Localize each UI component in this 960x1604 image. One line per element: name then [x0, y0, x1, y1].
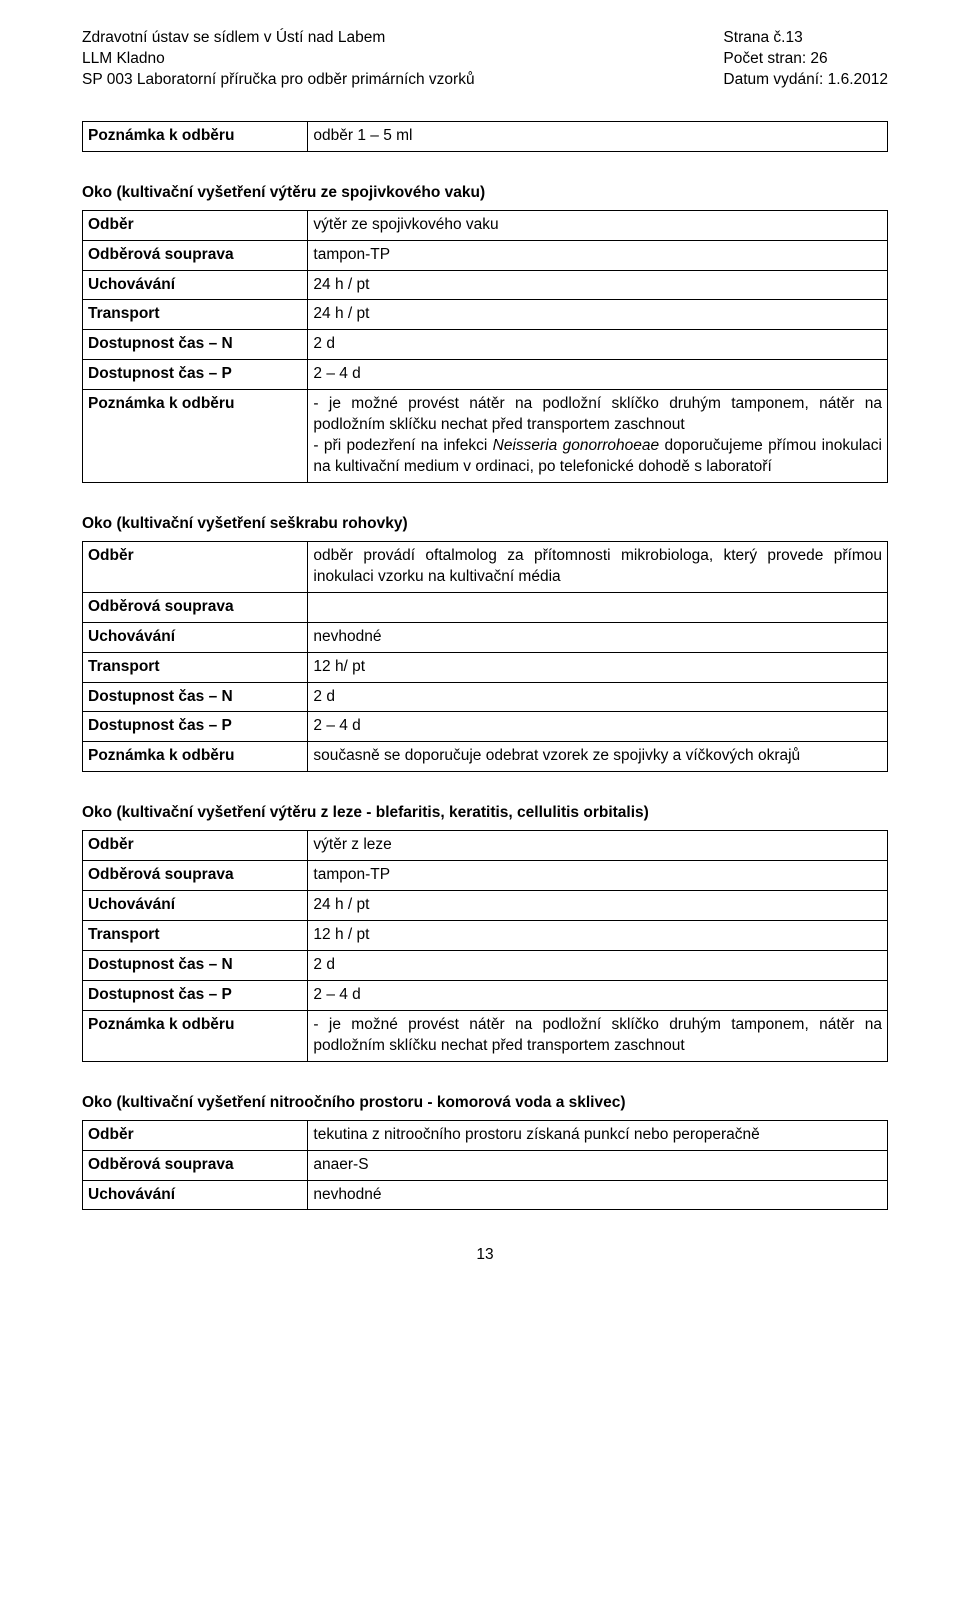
label-note: Poznámka k odběru: [83, 390, 308, 483]
label-dostP: Dostupnost čas – P: [83, 712, 308, 742]
section2-table: Odběr odběr provádí oftalmolog za přítom…: [82, 541, 888, 772]
section4-title: Oko (kultivační vyšetření nitroočního pr…: [82, 1094, 888, 1112]
header-dept: LLM Kladno: [82, 49, 475, 70]
header-org: Zdravotní ústav se sídlem v Ústí nad Lab…: [82, 28, 475, 49]
header-page: Strana č.13: [723, 28, 888, 49]
top-note-value: odběr 1 – 5 ml: [308, 121, 888, 151]
label-uchov: Uchovávání: [83, 270, 308, 300]
section3-odber: výtěr z leze: [308, 831, 888, 861]
label-odber: Odběr: [83, 541, 308, 592]
section2-transport: 12 h/ pt: [308, 652, 888, 682]
label-dostN: Dostupnost čas – N: [83, 950, 308, 980]
section2-title: Oko (kultivační vyšetření seškrabu rohov…: [82, 515, 888, 533]
section1-note: - je možné provést nátěr na podložní skl…: [308, 390, 888, 483]
label-souprava: Odběrová souprava: [83, 592, 308, 622]
section1-title: Oko (kultivační vyšetření výtěru ze spoj…: [82, 184, 888, 202]
label-uchov: Uchovávání: [83, 622, 308, 652]
section1-transport: 24 h / pt: [308, 300, 888, 330]
label-dostP: Dostupnost čas – P: [83, 980, 308, 1010]
section1-dostN: 2 d: [308, 330, 888, 360]
section2-dostN: 2 d: [308, 682, 888, 712]
section1-odber: výtěr ze spojivkového vaku: [308, 210, 888, 240]
header-date: Datum vydání: 1.6.2012: [723, 70, 888, 91]
label-odber: Odběr: [83, 831, 308, 861]
top-note-table: Poznámka k odběru odběr 1 – 5 ml: [82, 121, 888, 152]
page-number: 13: [82, 1246, 888, 1264]
section1-souprava: tampon-TP: [308, 240, 888, 270]
section4-souprava: anaer-S: [308, 1150, 888, 1180]
header-total-pages: Počet stran: 26: [723, 49, 888, 70]
label-souprava: Odběrová souprava: [83, 240, 308, 270]
label-souprava: Odběrová souprava: [83, 861, 308, 891]
section3-transport: 12 h / pt: [308, 921, 888, 951]
label-transport: Transport: [83, 300, 308, 330]
section3-title: Oko (kultivační vyšetření výtěru z leze …: [82, 804, 888, 822]
section2-odber: odběr provádí oftalmolog za přítomnosti …: [308, 541, 888, 592]
label-dostN: Dostupnost čas – N: [83, 330, 308, 360]
section2-dostP: 2 – 4 d: [308, 712, 888, 742]
label-transport: Transport: [83, 921, 308, 951]
section2-uchov: nevhodné: [308, 622, 888, 652]
section1-table: Odběr výtěr ze spojivkového vaku Odběrov…: [82, 210, 888, 483]
label-uchov: Uchovávání: [83, 891, 308, 921]
label-odber: Odběr: [83, 1120, 308, 1150]
section3-note: - je možné provést nátěr na podložní skl…: [308, 1010, 888, 1061]
section1-dostP: 2 – 4 d: [308, 360, 888, 390]
section3-souprava: tampon-TP: [308, 861, 888, 891]
label-dostP: Dostupnost čas – P: [83, 360, 308, 390]
section2-souprava: [308, 592, 888, 622]
section1-uchov: 24 h / pt: [308, 270, 888, 300]
section4-table: Odběr tekutina z nitroočního prostoru zí…: [82, 1120, 888, 1211]
label-souprava: Odběrová souprava: [83, 1150, 308, 1180]
label-uchov: Uchovávání: [83, 1180, 308, 1210]
section2-note: současně se doporučuje odebrat vzorek ze…: [308, 742, 888, 772]
label-dostN: Dostupnost čas – N: [83, 682, 308, 712]
page-header: Zdravotní ústav se sídlem v Ústí nad Lab…: [82, 28, 888, 91]
section3-dostN: 2 d: [308, 950, 888, 980]
label-note: Poznámka k odběru: [83, 121, 308, 151]
section3-table: Odběr výtěr z leze Odběrová souprava tam…: [82, 830, 888, 1061]
section4-odber: tekutina z nitroočního prostoru získaná …: [308, 1120, 888, 1150]
label-transport: Transport: [83, 652, 308, 682]
label-odber: Odběr: [83, 210, 308, 240]
section3-dostP: 2 – 4 d: [308, 980, 888, 1010]
label-note: Poznámka k odběru: [83, 742, 308, 772]
section4-uchov: nevhodné: [308, 1180, 888, 1210]
header-doc-title: SP 003 Laboratorní příručka pro odběr pr…: [82, 70, 475, 91]
section3-uchov: 24 h / pt: [308, 891, 888, 921]
label-note: Poznámka k odběru: [83, 1010, 308, 1061]
